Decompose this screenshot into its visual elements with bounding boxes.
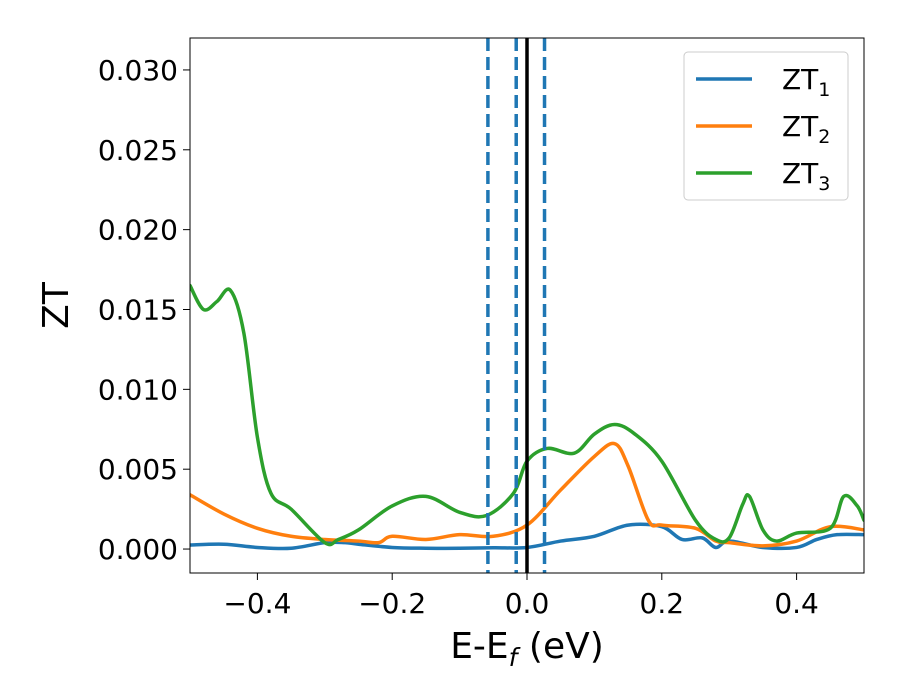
y-tick-label: 0.030: [98, 54, 178, 87]
series-line-2: [190, 441, 864, 548]
legend: ZT1 ZT2 ZT3: [683, 51, 849, 201]
x-axis-label-main: E-E: [450, 626, 508, 667]
series-line-3: [190, 283, 864, 547]
x-tick-label: 0.4: [774, 587, 819, 620]
series-layer: [190, 283, 864, 551]
x-tick-label: −0.4: [223, 587, 291, 620]
y-axis-label: ZT: [36, 281, 77, 329]
legend-label-3: ZT3: [782, 157, 830, 195]
x-axis-label-unit: (eV): [517, 626, 603, 667]
y-tick-label: 0.015: [98, 293, 178, 326]
y-tick-label: 0.010: [98, 373, 178, 406]
x-tick-label: 0.2: [640, 587, 685, 620]
y-tick-label: 0.000: [98, 533, 178, 566]
y-tick-label: 0.005: [98, 453, 178, 486]
y-tick-label: 0.020: [98, 214, 178, 247]
legend-box: [683, 51, 849, 201]
x-tick-label: 0.0: [505, 587, 550, 620]
x-axis-label: E-Ef (eV): [450, 626, 604, 672]
y-axis: 0.000 0.005 0.010 0.015 0.020 0.025 0.030: [98, 54, 190, 566]
plot-area: [189, 37, 865, 574]
x-axis: −0.4 −0.2 0.0 0.2 0.4: [223, 573, 819, 620]
legend-label-2: ZT2: [782, 110, 830, 148]
legend-label-1: ZT1: [782, 63, 830, 101]
x-tick-label: −0.2: [358, 587, 426, 620]
reference-lines: [486, 38, 547, 573]
y-tick-label: 0.025: [98, 134, 178, 167]
